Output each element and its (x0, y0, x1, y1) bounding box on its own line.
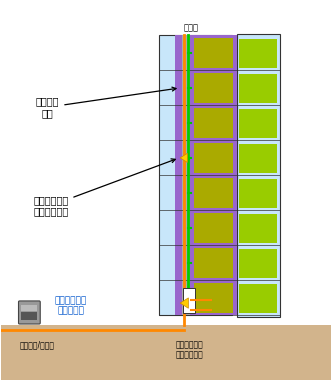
Bar (194, 213, 232, 243)
Bar (239, 39, 277, 68)
Text: 弱电井: 弱电井 (183, 23, 198, 32)
Bar (239, 284, 277, 313)
Bar (239, 109, 277, 138)
Bar (159, 35, 232, 315)
Bar (237, 34, 280, 317)
Bar (182, 35, 190, 315)
Bar (175, 35, 237, 315)
Bar (22, 312, 37, 320)
Text: 第二级分光器
楼层分散设置: 第二级分光器 楼层分散设置 (33, 159, 175, 216)
Bar (239, 214, 277, 243)
Bar (194, 108, 232, 138)
Bar (194, 143, 232, 173)
Bar (22, 305, 37, 311)
Bar (194, 248, 232, 278)
Bar (183, 288, 195, 314)
Bar (194, 178, 232, 208)
Bar (239, 144, 277, 173)
Bar (239, 74, 277, 103)
Bar (194, 73, 232, 103)
Polygon shape (180, 298, 188, 308)
Bar (194, 283, 232, 313)
Text: 第一级分光器
楼内集中设置: 第一级分光器 楼内集中设置 (175, 340, 203, 359)
Bar (194, 38, 232, 68)
Text: 皮线光缆
到户: 皮线光缆 到户 (36, 87, 176, 118)
Polygon shape (180, 153, 187, 162)
Text: 光交接箱/分纤盒: 光交接箱/分纤盒 (20, 340, 55, 349)
Bar (1, 325, 331, 379)
Bar (239, 179, 277, 208)
Text: 引入光缆从配
线节点引入: 引入光缆从配 线节点引入 (54, 296, 87, 315)
Bar (239, 249, 277, 278)
FancyBboxPatch shape (19, 301, 40, 324)
